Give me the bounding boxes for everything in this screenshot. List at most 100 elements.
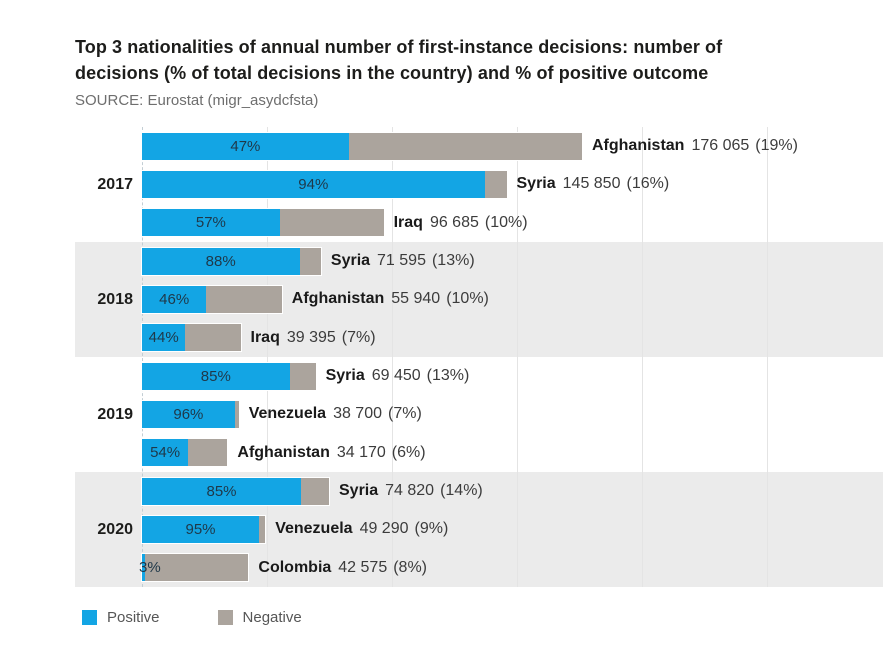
positive-pct-label: 85% [200,367,231,385]
positive-pct-label: 96% [173,405,204,423]
axis-baseline [142,127,143,587]
bar: 3% [139,554,249,582]
negative-segment [279,209,384,237]
country-label: Iraq 96 685 (10%) [394,214,528,232]
bar-row: 88% Syria 71 595 (13%) [75,242,883,280]
decisions-value: 34 170 [336,443,386,461]
gridline [267,127,268,587]
share-of-total: (13%) [426,367,470,385]
page: Top 3 nationalities of annual number of … [75,34,894,626]
negative-segment [188,439,228,467]
country-label: Syria 74 820 (14%) [339,482,483,500]
bar-row: 46% Afghanistan 55 940 (10%) [75,280,883,318]
bar-row: 54% Afghanistan 34 170 (6%) [75,434,883,472]
positive-segment [142,515,259,543]
country-name: Afghanistan [291,290,385,308]
share-of-total: (10%) [446,290,489,308]
legend-label-positive: Positive [107,609,160,626]
positive-pct-label: 94% [298,175,329,193]
country-label: Afghanistan 34 170 (6%) [237,444,425,462]
country-label: Syria 145 850 (16%) [517,175,670,193]
chart-area: 2017 47% Afghanistan 176 065 (19%) 94% Syria 14… [75,127,883,587]
decisions-value: 49 290 [359,520,409,538]
year-label: 2018 [97,290,133,308]
year-section-2019: 2019 85% Syria 69 450 (13%) 96% Venezuela 38 70… [75,357,883,472]
positive-segment [142,285,207,313]
country-label: Venezuela 38 700 (7%) [249,405,422,423]
country-label: Venezuela 49 290 (9%) [275,520,448,538]
share-of-total: (16%) [626,175,670,193]
positive-pct-label: 47% [230,137,261,155]
country-name: Iraq [393,213,423,231]
country-name: Syria [330,252,371,270]
positive-pct-label: 46% [159,290,190,308]
positive-segment [142,477,301,505]
country-name: Venezuela [275,520,353,538]
decisions-value: 69 450 [371,367,421,385]
bar: 85% [142,362,316,390]
share-of-total: (10%) [484,213,528,231]
bar: 54% [142,439,228,467]
chart-title: Top 3 nationalities of annual number of … [75,34,894,86]
bar-row: 96% Venezuela 38 700 (7%) [75,395,883,433]
share-of-total: (14%) [440,482,483,500]
bar-row: 57% Iraq 96 685 (10%) [75,204,883,242]
positive-pct-label: 95% [185,520,216,538]
bar-row: 47% Afghanistan 176 065 (19%) [75,127,883,165]
positive-segment [142,439,189,467]
country-label: Iraq 39 395 (7%) [251,329,376,347]
positive-segment [142,209,280,237]
bar: 95% [142,515,266,543]
positive-segment [142,554,146,582]
positive-pct-label: 57% [195,214,226,232]
country-label: Syria 69 450 (13%) [326,367,470,385]
gridline [766,127,768,587]
legend-item-negative: Negative [217,609,302,626]
positive-pct-label: 3% [139,559,161,577]
country-label: Afghanistan 55 940 (10%) [292,290,489,308]
negative-segment [259,515,266,543]
positive-pct-label: 88% [205,252,236,270]
country-name: Venezuela [248,405,327,423]
bar: 96% [142,400,239,428]
year-label: 2020 [97,520,133,538]
bar: 85% [142,477,329,505]
country-name: Syria [516,175,556,193]
share-of-total: (6%) [391,443,426,461]
positive-segment [142,324,186,352]
decisions-value: 42 575 [338,558,388,576]
legend-label-negative: Negative [242,609,302,626]
share-of-total: (13%) [431,252,475,270]
positive-pct-label: 44% [148,329,179,347]
bar-row: 44% Iraq 39 395 (7%) [75,319,883,357]
chart-title-line-2: decisions (% of total decisions in the c… [75,63,709,83]
decisions-value: 74 820 [385,482,435,500]
country-label: Afghanistan 176 065 (19%) [592,137,798,155]
legend-swatch-negative [217,610,233,625]
legend-swatch-positive [82,610,97,625]
negative-segment [234,400,239,428]
positive-pct-label: 85% [206,482,237,500]
decisions-value: 55 940 [391,290,441,308]
negative-segment [300,477,329,505]
positive-pct-label: 54% [150,444,181,462]
bar: 94% [142,170,507,198]
bar: 88% [142,247,321,275]
positive-segment [142,247,300,275]
country-name: Afghanistan [237,443,330,461]
country-label: Syria 71 595 (13%) [331,252,475,270]
share-of-total: (7%) [388,405,422,423]
decisions-value: 176 065 [691,137,750,155]
country-name: Colombia [258,558,332,576]
decisions-value: 71 595 [377,252,426,270]
decisions-value: 39 395 [286,328,336,346]
negative-segment [348,132,582,160]
year-label: 2017 [97,175,133,193]
country-name: Iraq [250,328,280,346]
negative-segment [185,324,241,352]
year-section-2018: 2018 88% Syria 71 595 (13%) 46% Afghanistan 55 … [75,242,883,357]
gridline [516,127,518,587]
bar: 46% [142,285,282,313]
chart-source: SOURCE: Eurostat (migr_asydcfsta) [75,92,319,109]
share-of-total: (8%) [393,558,427,576]
